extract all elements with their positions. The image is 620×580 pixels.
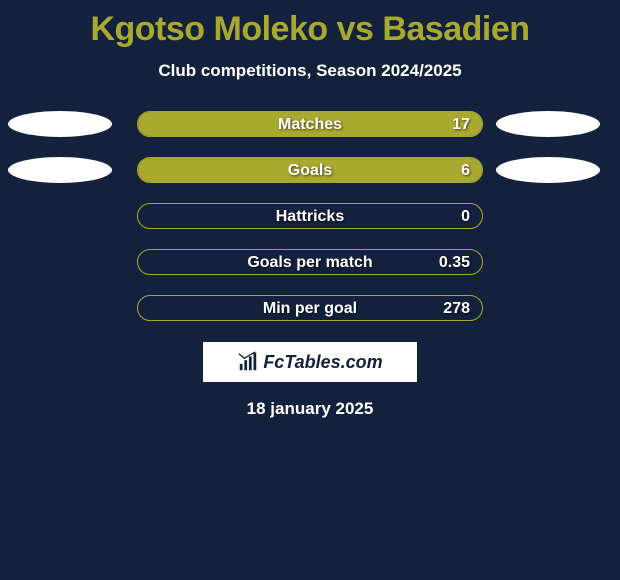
bar-min-per-goal: Min per goal 278 (137, 295, 483, 321)
stat-value: 0.35 (439, 250, 470, 275)
stat-value: 17 (452, 112, 470, 137)
stat-row-hattricks: Hattricks 0 (0, 203, 620, 229)
stat-label: Goals (138, 158, 482, 183)
stat-label: Goals per match (138, 250, 482, 275)
bar-goals-per-match: Goals per match 0.35 (137, 249, 483, 275)
stat-value: 278 (443, 296, 470, 321)
subtitle: Club competitions, Season 2024/2025 (0, 61, 620, 81)
stat-label: Matches (138, 112, 482, 137)
date-text: 18 january 2025 (0, 399, 620, 419)
stat-label: Min per goal (138, 296, 482, 321)
ellipse-left (8, 157, 112, 183)
brand-label: FcTables.com (263, 352, 382, 373)
stats-container: Matches 17 Goals 6 Hattricks 0 Goals per… (0, 111, 620, 321)
ellipse-right (496, 157, 600, 183)
stat-row-goals: Goals 6 (0, 157, 620, 183)
stat-row-goals-per-match: Goals per match 0.35 (0, 249, 620, 275)
stat-label: Hattricks (138, 204, 482, 229)
page-title: Kgotso Moleko vs Basadien (0, 0, 620, 49)
bar-chart-icon (237, 351, 259, 373)
stat-value: 0 (461, 204, 470, 229)
stat-row-matches: Matches 17 (0, 111, 620, 137)
stat-value: 6 (461, 158, 470, 183)
ellipse-left (8, 111, 112, 137)
brand-box[interactable]: FcTables.com (202, 341, 418, 383)
brand-text: FcTables.com (237, 351, 382, 373)
bar-goals: Goals 6 (137, 157, 483, 183)
ellipse-right (496, 111, 600, 137)
stat-row-min-per-goal: Min per goal 278 (0, 295, 620, 321)
bar-hattricks: Hattricks 0 (137, 203, 483, 229)
bar-matches: Matches 17 (137, 111, 483, 137)
